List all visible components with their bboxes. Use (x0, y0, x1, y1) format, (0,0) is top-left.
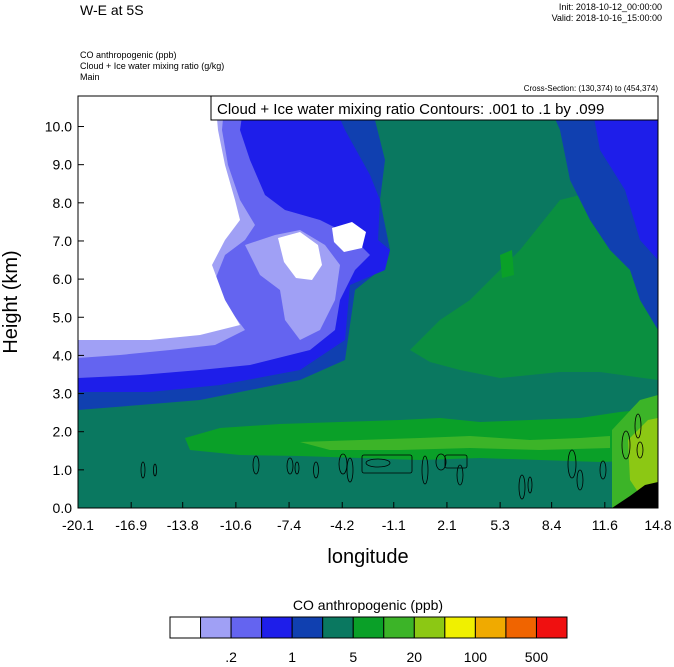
y-tick-label: 9.0 (53, 157, 73, 173)
terrain-mask (612, 482, 658, 508)
y-tick-label: 3.0 (53, 386, 73, 402)
cloud-contour (153, 463, 157, 477)
colorbar: .2 1 5 20 100 500 (169, 616, 568, 665)
colorbar-swatch (322, 616, 354, 639)
colorbar-label: 5 (349, 649, 357, 665)
cloud-contour (456, 464, 464, 486)
x-tick-label: -7.4 (277, 517, 301, 533)
cloud-contour (636, 441, 644, 459)
x-tick-label: -1.1 (382, 517, 406, 533)
x-axis: -20.1 -16.9 -13.8 -10.6 -7.4 -4.2 -1.1 2.1 5.3 8.… (62, 502, 672, 533)
cloud-contour (527, 476, 533, 494)
x-tick-label: -16.9 (115, 517, 147, 533)
colorbar-swatch (169, 616, 202, 639)
colorbar-title: CO anthropogenic (ppb) (293, 597, 443, 613)
cloud-contour (435, 453, 447, 471)
valid-time: Valid: 2018-10-16_15:00:00 (551, 13, 662, 23)
co-fill-green-strip (300, 436, 610, 450)
colorbar-swatch (474, 616, 507, 639)
y-axis: 0.0 1.0 2.0 3.0 4.0 5.0 6.0 7.0 8.0 9.0 10.0 (45, 119, 84, 516)
colorbar-swatch (230, 616, 263, 639)
x-tick-label: 5.3 (490, 517, 510, 533)
y-tick-label: 7.0 (53, 233, 73, 249)
y-tick-label: 4.0 (53, 347, 73, 363)
cloud-contour (313, 461, 319, 479)
cloud-contour (444, 454, 468, 469)
y-tick-label: 2.0 (53, 424, 73, 440)
colorbar-swatch (413, 616, 446, 639)
cloud-contour (567, 449, 577, 479)
colorbar-swatch (383, 616, 415, 639)
x-tick-label: 2.1 (437, 517, 457, 533)
field-info: CO anthropogenic (ppb) Cloud + Ice water… (80, 50, 224, 83)
init-time: Init: 2018-10-12_00:00:00 (558, 2, 662, 12)
filled-contours (78, 96, 658, 508)
time-info: Init: 2018-10-12_00:00:00 Valid: 2018-10… (552, 2, 662, 24)
cloud-contour (576, 469, 584, 491)
co-fill-blue-right (590, 96, 658, 260)
colorbar-swatch (200, 616, 232, 639)
co-fill-white (78, 96, 240, 340)
cloud-contour (294, 461, 300, 475)
field-name-co: CO anthropogenic (ppb) (80, 50, 177, 60)
co-fill-yellow-green (628, 418, 658, 495)
cloud-contour (252, 455, 260, 475)
cloud-contour (599, 460, 607, 480)
cloud-contour (365, 458, 391, 468)
cloud-contours (140, 413, 644, 500)
co-fill-upper-green (380, 96, 658, 380)
x-tick-label: -20.1 (62, 517, 94, 533)
colorbar-label: 20 (407, 649, 423, 665)
contour-label-box (210, 95, 659, 121)
colorbar-label: .2 (225, 649, 237, 665)
cloud-contour (361, 454, 413, 474)
contour-label: Cloud + Ice water mixing ratio Contours:… (217, 101, 604, 118)
plot-title: W-E at 5S (80, 2, 144, 18)
y-tick-label: 8.0 (53, 195, 73, 211)
colorbar-label: 1 (288, 649, 296, 665)
x-tick-label: 11.6 (592, 517, 618, 533)
x-tick-label: -10.6 (220, 517, 252, 533)
y-tick-label: 0.0 (53, 500, 73, 516)
field-name-cloud: Cloud + Ice water mixing ratio (g/kg) (80, 61, 225, 71)
co-fill-white-spot (332, 222, 366, 252)
cloud-contour (346, 457, 354, 483)
colorbar-label: 500 (525, 649, 549, 665)
cloud-contour (621, 430, 631, 460)
x-tick-label: -4.2 (330, 517, 354, 533)
co-fill-green-spot (500, 250, 514, 278)
colorbar-swatch (352, 616, 385, 639)
y-tick-label: 10.0 (45, 119, 72, 135)
colorbar-label: 100 (464, 649, 488, 665)
cloud-contour (634, 413, 642, 439)
colorbar-swatch (505, 616, 537, 639)
x-axis-label: longitude (327, 546, 408, 568)
cloud-contour (421, 455, 429, 485)
y-tick-label: 5.0 (53, 309, 73, 325)
cloud-contour (518, 474, 526, 500)
colorbar-swatch (261, 616, 293, 639)
x-tick-label: 14.8 (644, 517, 671, 533)
colorbar-swatch (444, 616, 476, 639)
colorbar-swatch (291, 616, 324, 639)
field-name-main: Main (80, 72, 100, 82)
y-axis-label: Height (km) (0, 250, 22, 353)
colorbar-swatch (535, 616, 568, 639)
x-tick-label: 8.4 (542, 517, 562, 533)
cross-section-info: Cross-Section: (130,374) to (454,374) (523, 84, 658, 93)
cloud-contour (140, 461, 146, 479)
cloud-contour (286, 457, 294, 475)
y-tick-label: 1.0 (53, 462, 73, 478)
x-tick-label: -13.8 (167, 517, 199, 533)
y-tick-label: 6.0 (53, 271, 73, 287)
co-fill-white-blob (278, 232, 322, 280)
